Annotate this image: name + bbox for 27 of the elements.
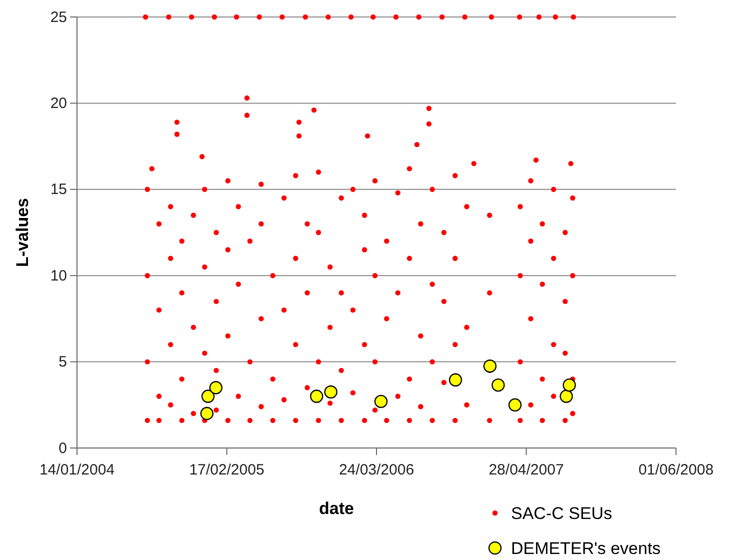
x-axis-title: date: [319, 499, 354, 518]
point: [200, 406, 214, 420]
y-tick-label: 20: [50, 95, 67, 112]
point: [492, 378, 505, 392]
y-axis-title: L-values: [13, 198, 32, 267]
x-tick-label: 17/02/2005: [189, 462, 264, 478]
y-tick-label: 10: [50, 267, 67, 284]
point: [209, 381, 222, 394]
x-tick-label: 28/04/2007: [488, 462, 564, 478]
x-tick-label: 24/03/2006: [338, 462, 414, 478]
point: [324, 385, 338, 399]
point: [562, 378, 576, 392]
y-tick-label: 5: [58, 354, 67, 371]
point: [374, 394, 388, 408]
y-tick-label: 0: [58, 440, 67, 457]
legend-label: SAC-C SEUs: [511, 504, 612, 523]
legend-label: DEMETER's events: [511, 539, 661, 558]
point: [483, 360, 497, 373]
x-tick-label: 01/06/2008: [638, 462, 714, 478]
point: [201, 390, 215, 403]
y-tick-label: 25: [50, 8, 67, 26]
point: [310, 390, 324, 403]
point: [508, 398, 522, 412]
point: [560, 390, 573, 403]
y-tick-label: 15: [50, 181, 67, 198]
point: [448, 373, 462, 386]
x-tick-label: 14/01/2004: [39, 462, 115, 478]
